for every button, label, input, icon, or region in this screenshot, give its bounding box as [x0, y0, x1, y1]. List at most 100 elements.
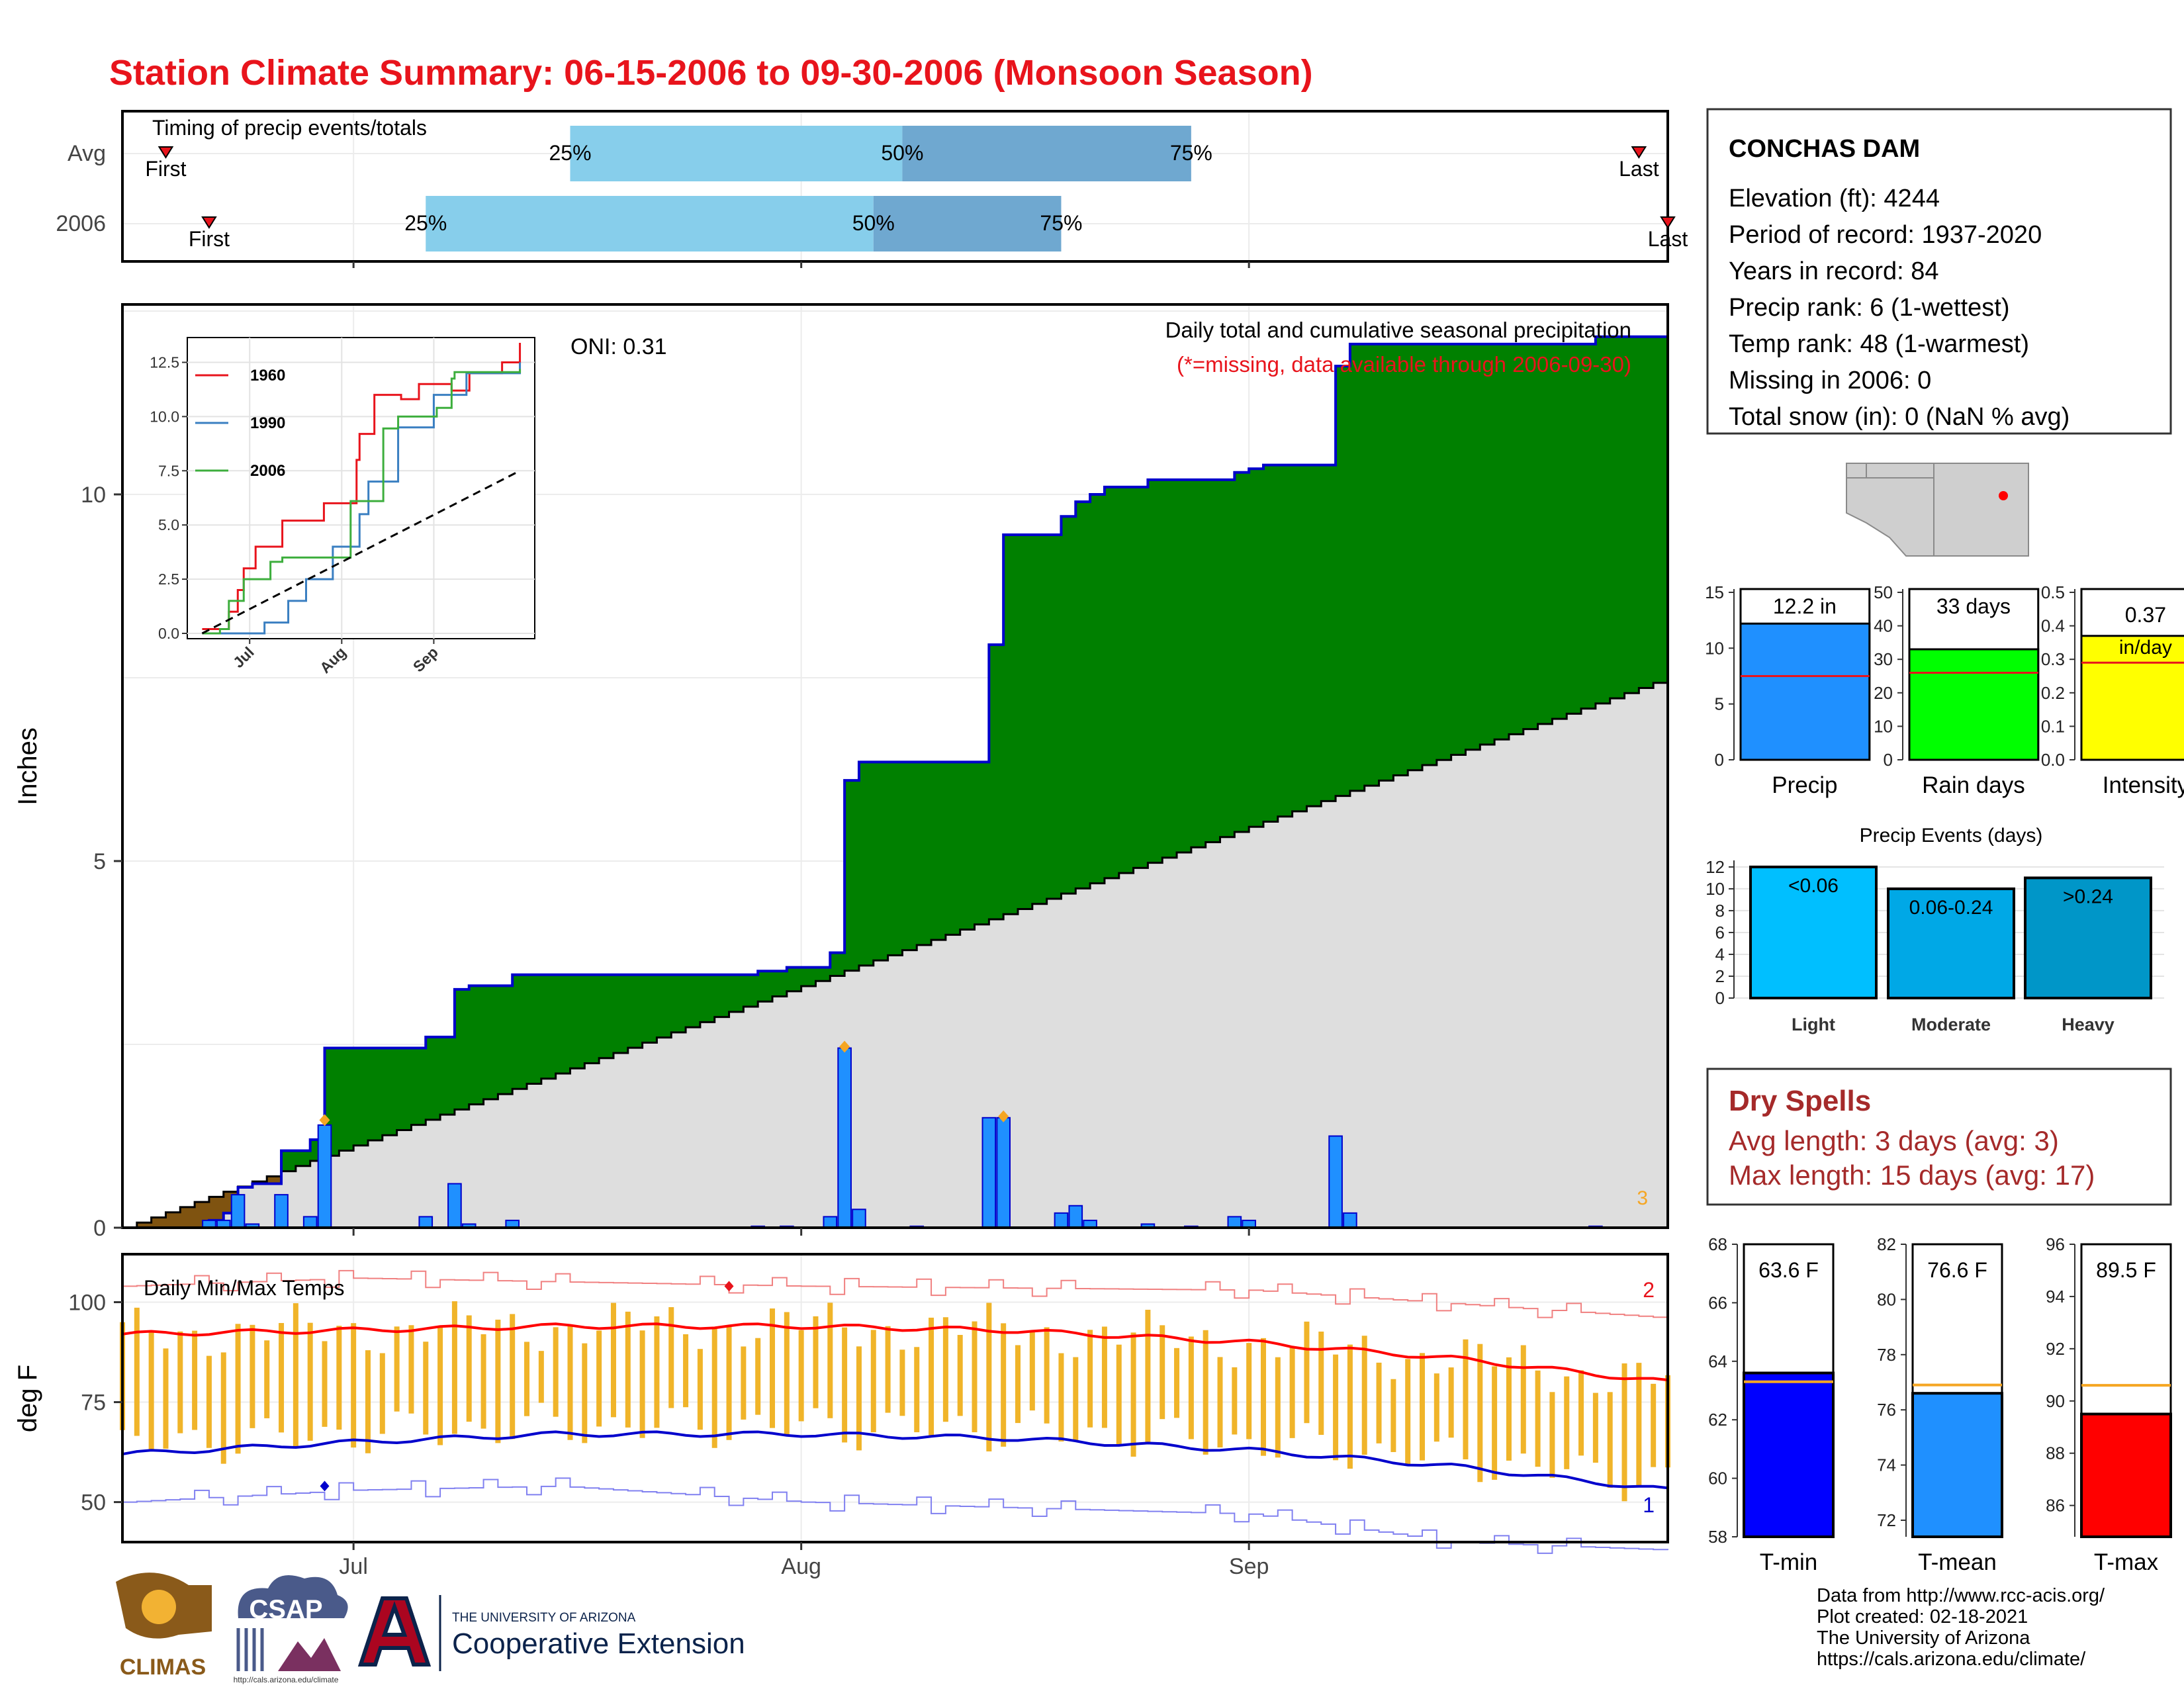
timing-pct25-label: 25% — [404, 211, 447, 235]
footer-plot-created: Plot created: 02-18-2021 — [1817, 1606, 2028, 1627]
event-bar-light — [1749, 865, 1878, 1000]
temp-daily-range-bar — [1333, 1354, 1339, 1461]
temp-daily-range-bar — [148, 1332, 154, 1451]
inset-series-line-1990 — [202, 362, 522, 635]
inset-legend: 1960 1990 2006 — [195, 367, 285, 480]
temp-summary-y-tick-label: 76 — [1877, 1400, 1896, 1420]
temp-daily-range-bar — [1492, 1366, 1498, 1480]
temp-summary-y-tick-label: 62 — [1708, 1410, 1727, 1430]
summary-bar-2 — [2080, 635, 2184, 761]
events-y-tick-label: 2 — [1715, 966, 1725, 986]
temp-summary-name: T-mean — [1918, 1549, 1997, 1575]
summary-y-tick-label: 5 — [1715, 694, 1724, 714]
temp-daily-range-bar — [1087, 1330, 1093, 1428]
temp-daily-range-bar — [307, 1322, 313, 1441]
events-y-tick-label: 4 — [1715, 944, 1725, 964]
temp-daily-range-bar — [596, 1330, 602, 1427]
climas-logo-sun — [142, 1590, 176, 1624]
temp-daily-range-bar — [1246, 1343, 1252, 1440]
avg-min-line — [122, 1430, 1668, 1490]
temp-daily-range-bar — [134, 1307, 140, 1436]
main-y-tick-label: 5 — [93, 849, 106, 874]
timing-panel: 25% 50% 75% First Last 25% 50% 75% First Last Tim… — [56, 110, 1688, 268]
temp-daily-range-bar — [1101, 1326, 1107, 1428]
record-high-count: 2 — [1643, 1278, 1655, 1302]
temp-daily-range-bar — [942, 1317, 948, 1422]
summary-y-tick-label: 20 — [1874, 683, 1893, 703]
normal-cumulative-line — [122, 682, 1668, 1229]
main-chart-caption: Daily total and cumulative seasonal prec… — [1165, 318, 1631, 342]
temp-daily-range-bar — [1145, 1309, 1151, 1442]
daily-precip-bar — [981, 1117, 997, 1229]
inset-y-tick-label: 5.0 — [158, 516, 179, 533]
temp-daily-range-bar — [293, 1303, 298, 1447]
summary-y-tick-label: 15 — [1705, 582, 1724, 602]
station-locator-map — [1840, 460, 2030, 559]
temp-daily-range-bar — [1232, 1367, 1238, 1435]
summary-bar-charts: 0 5 10 15 12.2 in Precip 0 10 20 30 40 50 33 days Rai… — [1705, 582, 2184, 798]
temp-daily-range-bar — [899, 1349, 905, 1416]
station-location-dot — [1999, 491, 2008, 500]
dry-spells-title: Dry Spells — [1729, 1085, 1871, 1117]
temp-daily-range-bar — [177, 1331, 183, 1434]
temp-summary-y-tick-label: 96 — [2046, 1234, 2065, 1254]
temp-daily-range-bar — [957, 1334, 963, 1416]
map-state-borders — [1846, 463, 1934, 556]
page-title: Station Climate Summary: 06-15-2006 to 0… — [109, 53, 1313, 93]
temp-daily-range-bar — [625, 1311, 631, 1428]
station-snow: Total snow (in): 0 (NaN % avg) — [1729, 403, 2070, 431]
extreme-precip-marker — [839, 1040, 850, 1053]
summary-y-tick-label: 0.0 — [2041, 750, 2065, 770]
temp-daily-range-bar — [538, 1351, 544, 1403]
daily-precip-bar — [852, 1209, 866, 1229]
temp-daily-range-bar — [1564, 1376, 1570, 1469]
extreme-precip-marker — [319, 1114, 330, 1126]
event-bar-name: Light — [1792, 1015, 1835, 1034]
timing-label: Timing of precip events/totals — [152, 116, 427, 140]
event-bar-range-label: <0.06 — [1788, 875, 1839, 897]
station-name: CONCHAS DAM — [1729, 135, 1920, 163]
temp-daily-range-bar — [654, 1316, 660, 1428]
temp-daily-range-bar — [206, 1355, 212, 1448]
temp-daily-range-bar — [1260, 1338, 1266, 1456]
timing-pct50-label: 50% — [881, 141, 923, 165]
temp-daily-range-bar — [582, 1343, 588, 1443]
inset-legend-label: 2006 — [250, 462, 285, 480]
summary-bar-unit-label: in/day — [2119, 637, 2172, 659]
x-axis-tick-label: Sep — [1229, 1554, 1269, 1579]
temp-daily-range-bar — [1188, 1336, 1194, 1440]
university-of-arizona-logo: THE UNIVERSITY OF ARIZONA Cooperative Ex… — [357, 1595, 745, 1671]
ua-logo-line1: THE UNIVERSITY OF ARIZONA — [452, 1611, 636, 1625]
summary-bar-name: Rain days — [1922, 772, 2025, 798]
temp-daily-range-bar — [1116, 1344, 1122, 1446]
temp-summary-value-label: 63.6 F — [1758, 1258, 1819, 1282]
summary-y-tick-label: 0.3 — [2041, 649, 2065, 669]
temp-daily-range-bar — [553, 1327, 559, 1417]
temp-daily-range-bar — [1549, 1392, 1555, 1478]
temp-daily-range-bar — [264, 1340, 270, 1418]
summary-bar-1 — [1908, 648, 2040, 761]
inset-y-tick-label: 2.5 — [158, 571, 179, 588]
summary-bar-value-label: 0.37 — [2125, 603, 2166, 627]
summary-bar-0 — [1739, 622, 1871, 761]
timing-pct25-label: 25% — [549, 141, 591, 165]
inset-gridlines — [187, 338, 535, 639]
inset-series-line-2006 — [202, 369, 522, 635]
temp-daily-range-bar — [1160, 1325, 1165, 1420]
extreme-count-label: 3 — [1637, 1187, 1648, 1209]
temp-daily-range-bar — [1001, 1323, 1007, 1447]
temp-daily-range-bar — [1535, 1370, 1541, 1467]
footer-university: The University of Arizona — [1817, 1627, 2030, 1649]
record-low-count: 1 — [1643, 1493, 1655, 1517]
temp-daily-range-bar — [336, 1326, 342, 1430]
temp-daily-range-bar — [365, 1350, 371, 1453]
temp-daily-range-bar — [1318, 1331, 1324, 1435]
summary-bar-value-label: 33 days — [1936, 594, 2011, 618]
temp-daily-range-bar — [972, 1321, 978, 1433]
inset-frame — [187, 337, 535, 639]
record-max-line — [122, 1269, 1668, 1318]
record-min-line — [122, 1477, 1668, 1554]
